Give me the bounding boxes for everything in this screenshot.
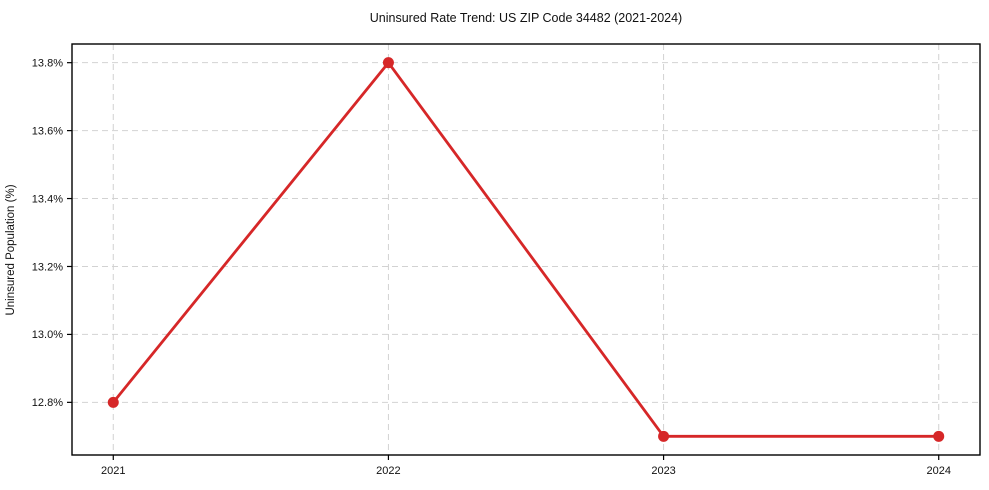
x-tick-label: 2021 [101, 465, 125, 477]
axes-layer: 12.8% 13.0% 13.2% 13.4% 13.6% 13.8% 2021 2022 20… [32, 43, 981, 477]
chart-title: Uninsured Rate Trend: US ZIP Code 34482 … [370, 11, 682, 25]
x-tick-label: 2024 [926, 465, 950, 477]
data-point-marker [382, 57, 394, 69]
y-tick-label: 13.4% [32, 193, 63, 205]
y-tick-label: 12.8% [32, 397, 63, 409]
trend-line [111, 61, 941, 438]
y-axis-label: Uninsured Population (%) [5, 184, 17, 315]
grid-layer [72, 44, 980, 455]
data-point-marker [658, 430, 670, 442]
data-point-marker [107, 396, 119, 408]
data-point-marker [933, 430, 945, 442]
y-tick-label: 13.8% [32, 57, 63, 69]
x-tick-label: 2023 [651, 465, 675, 477]
plot-border [71, 43, 981, 456]
y-tick-label: 13.6% [32, 125, 63, 137]
y-tick-label: 13.2% [32, 261, 63, 273]
y-tick-label: 13.0% [32, 329, 63, 341]
trend-line-series [107, 57, 945, 442]
x-tick-label: 2022 [376, 465, 400, 477]
